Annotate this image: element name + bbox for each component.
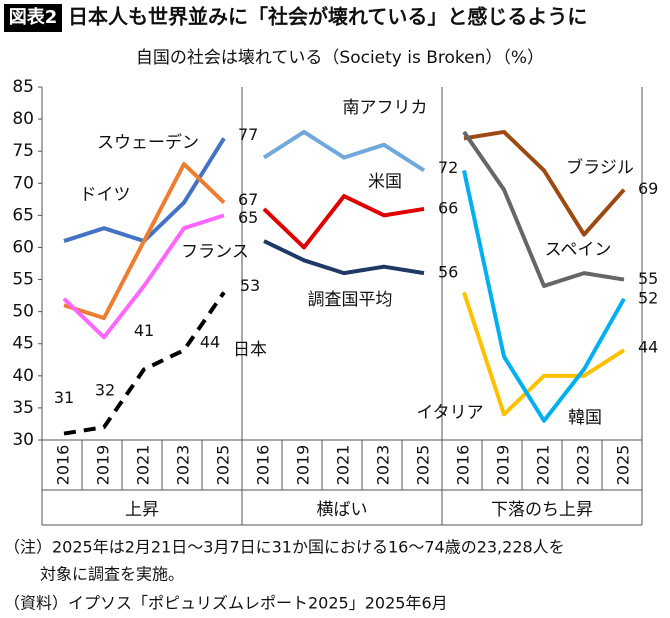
series-line [462,291,626,417]
chart-title: 自国の社会は壊れている（Society is Broken）（%） [136,48,544,68]
x-tick-label: 2019 [94,445,113,486]
y-tick-label: 85 [12,77,34,97]
x-tick-label: 2021 [534,445,553,486]
y-tick-label: 40 [12,366,34,386]
data-label: 32 [95,381,115,400]
x-tick-label: 2021 [334,445,353,486]
header-badge: 図表2 [9,6,58,28]
note: （注）2025年は2月21日～3月7日に31か国における16～74歳の23,22… [4,538,565,557]
series-line [263,239,425,276]
x-tick-label: 2021 [134,445,153,486]
x-tick-label: 2016 [54,445,73,486]
y-tick-label: 75 [12,141,34,161]
note: 対象に調査を実施。 [40,565,184,584]
y-tick-label: 45 [12,334,34,354]
series-line [262,129,426,173]
header-badge-bg [4,4,62,32]
x-tick-label: 2019 [294,445,313,486]
data-label: 41 [134,321,154,340]
x-tick-label: 2025 [414,445,433,486]
headline: 日本人も世界並みに「社会が壊れている」と感じるように [68,5,587,29]
x-tick-label: 2025 [614,445,633,486]
series-name: 米国 [368,172,402,192]
data-label: 69 [638,179,658,198]
series-name: 韓国 [568,408,602,428]
data-label: 44 [200,333,220,352]
series-line [262,194,425,250]
note: （資料）イプソス「ポピュリズムレポート2025」2025年6月 [4,594,448,613]
series-name: 調査国平均 [308,290,393,310]
y-tick-label: 30 [12,430,34,450]
series-line [63,291,226,436]
y-tick-label: 55 [12,270,34,290]
data-label: 67 [238,190,258,209]
series-name: イタリア [416,403,483,423]
x-tick-label: 2025 [214,445,233,486]
data-label: 44 [638,338,658,357]
y-tick-label: 70 [12,173,34,193]
series-name: ドイツ [80,185,131,205]
x-tick-label: 2023 [374,445,393,486]
data-label: 56 [438,263,458,282]
data-label: 52 [638,288,658,307]
series-line [462,170,626,423]
x-tick-label: 2016 [254,445,273,486]
y-tick-label: 80 [12,109,34,129]
series-line [462,130,625,288]
data-label: 77 [238,125,258,144]
data-label: 72 [438,158,458,177]
series-line [63,162,226,321]
x-tick-label: 2023 [174,445,193,486]
y-tick-label: 50 [12,302,34,322]
series-name: 南アフリカ [343,98,428,118]
x-tick-label: 2023 [574,445,593,486]
data-label: 66 [438,198,458,217]
data-label: 65 [238,208,258,227]
series-name: ブラジル [566,157,634,178]
group-label: 下落のち上昇 [491,500,593,520]
series-line [62,213,225,340]
series-name: スウェーデン [97,132,199,153]
group-label: 横ばい [317,500,368,520]
series-line [463,129,626,237]
x-tick-label: 2016 [454,445,473,486]
group-label: 上昇 [125,500,159,520]
x-tick-label: 2019 [494,445,513,486]
data-label: 55 [638,269,658,288]
y-tick-label: 65 [12,205,34,225]
data-label: 31 [54,388,74,407]
y-tick-label: 35 [12,398,34,418]
data-label: 53 [240,276,260,295]
y-tick-label: 60 [12,237,34,257]
series-name: スペイン [545,240,612,260]
series-name: フランス [181,242,249,262]
series-name: 日本 [233,340,267,360]
